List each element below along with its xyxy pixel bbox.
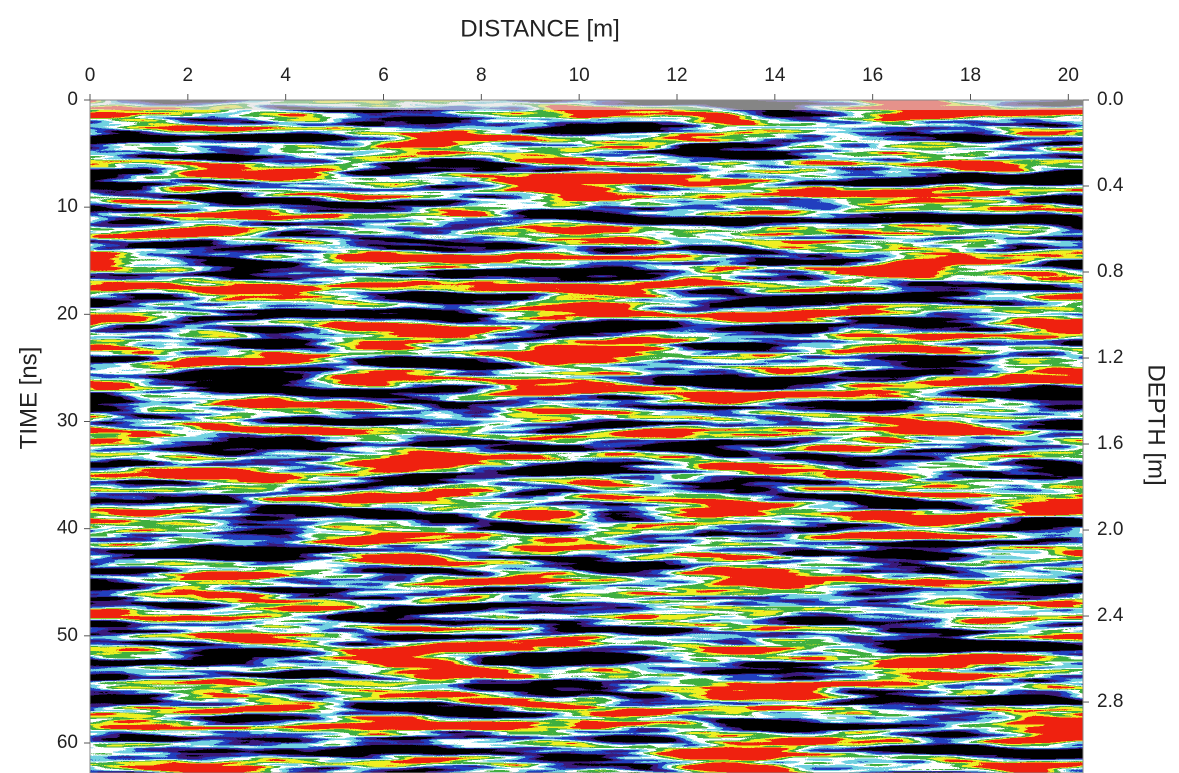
plot-frame [89, 99, 1084, 773]
x-tick-label: 10 [569, 65, 590, 86]
y-axis-title: TIME [ns] [15, 347, 42, 450]
x-tick-label: 4 [280, 65, 291, 86]
x-tick-label: 6 [378, 65, 389, 86]
y2-tick-label: 0.0 [1097, 89, 1123, 110]
y2-tick-label: 2.4 [1097, 605, 1124, 626]
x-tick-label: 2 [183, 65, 194, 86]
y-tick-label: 40 [57, 518, 78, 539]
x-tick-label: 16 [862, 65, 883, 86]
y2-tick-label: 1.6 [1097, 433, 1123, 454]
x-axis-title: DISTANCE [m] [460, 15, 620, 42]
y-tick-label: 0 [67, 89, 78, 110]
x-tick-label: 0 [85, 65, 96, 86]
y2-axis-title: DEPTH [m] [1143, 364, 1170, 485]
y-tick-label: 30 [57, 411, 78, 432]
y2-tick-label: 0.8 [1097, 261, 1123, 282]
y2-tick-label: 2.0 [1097, 519, 1123, 540]
y-tick-label: 50 [57, 625, 78, 646]
y2-tick-label: 2.8 [1097, 691, 1123, 712]
x-tick-label: 8 [476, 65, 487, 86]
x-tick-label: 20 [1058, 65, 1079, 86]
y-tick-label: 60 [57, 732, 78, 753]
x-tick-label: 18 [960, 65, 981, 86]
y2-tick-label: 1.2 [1097, 347, 1123, 368]
y-tick-label: 20 [57, 303, 78, 324]
radargram-image [90, 100, 1083, 773]
y2-tick-label: 0.4 [1097, 175, 1124, 196]
x-tick-label: 12 [666, 65, 687, 86]
y-tick-label: 10 [57, 196, 78, 217]
x-tick-label: 14 [764, 65, 786, 86]
